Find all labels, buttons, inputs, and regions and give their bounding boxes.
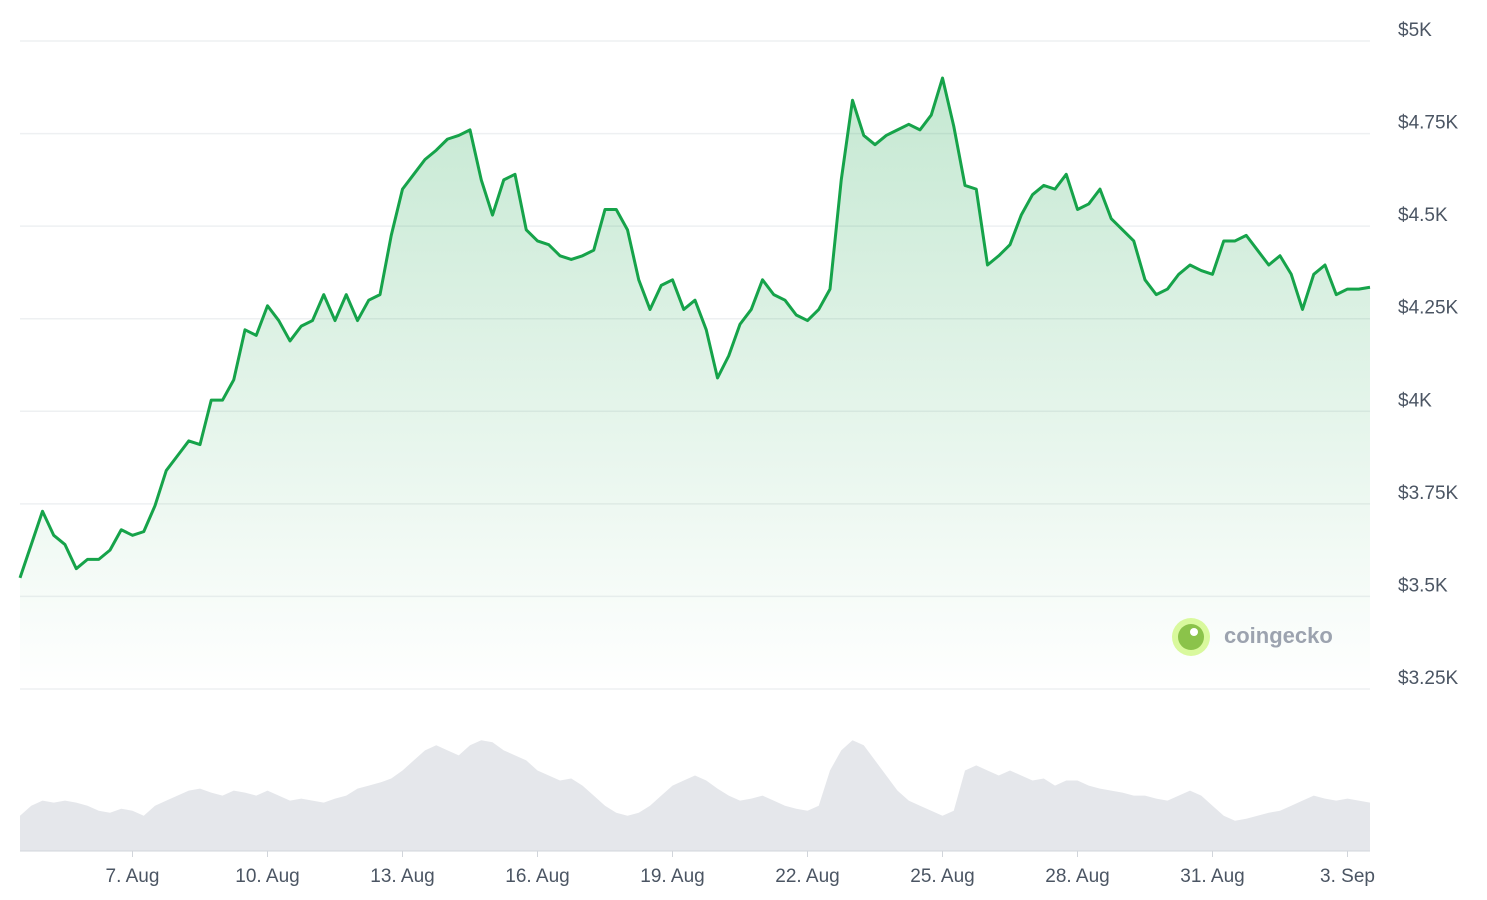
y-tick-label: $3.25K bbox=[1398, 668, 1459, 689]
y-tick-label: $4.25K bbox=[1398, 298, 1459, 319]
x-tick-label: 7. Aug bbox=[106, 866, 160, 887]
x-tick-label: 16. Aug bbox=[505, 866, 569, 887]
y-tick-label: $3.5K bbox=[1398, 575, 1448, 596]
x-tick-label: 25. Aug bbox=[910, 866, 974, 887]
y-tick-label: $4.5K bbox=[1398, 205, 1448, 226]
y-tick-label: $4.75K bbox=[1398, 113, 1459, 134]
x-tick-label: 3. Sep bbox=[1320, 866, 1375, 887]
price-area bbox=[20, 78, 1370, 690]
x-tick-label: 13. Aug bbox=[370, 866, 434, 887]
y-tick-label: $4K bbox=[1398, 390, 1432, 411]
price-line bbox=[18, 76, 1371, 579]
y-tick-label: $3.75K bbox=[1398, 483, 1459, 504]
y-tick-label: $5K bbox=[1398, 20, 1432, 41]
x-tick-label: 28. Aug bbox=[1045, 866, 1109, 887]
volume-area bbox=[20, 740, 1370, 851]
watermark-text: coingecko bbox=[1224, 623, 1333, 648]
watermark: coingecko bbox=[1172, 618, 1333, 656]
x-tick-label: 31. Aug bbox=[1180, 866, 1244, 887]
x-tick-label: 10. Aug bbox=[235, 866, 299, 887]
x-tick-label: 22. Aug bbox=[775, 866, 839, 887]
x-tick-label: 19. Aug bbox=[640, 866, 704, 887]
